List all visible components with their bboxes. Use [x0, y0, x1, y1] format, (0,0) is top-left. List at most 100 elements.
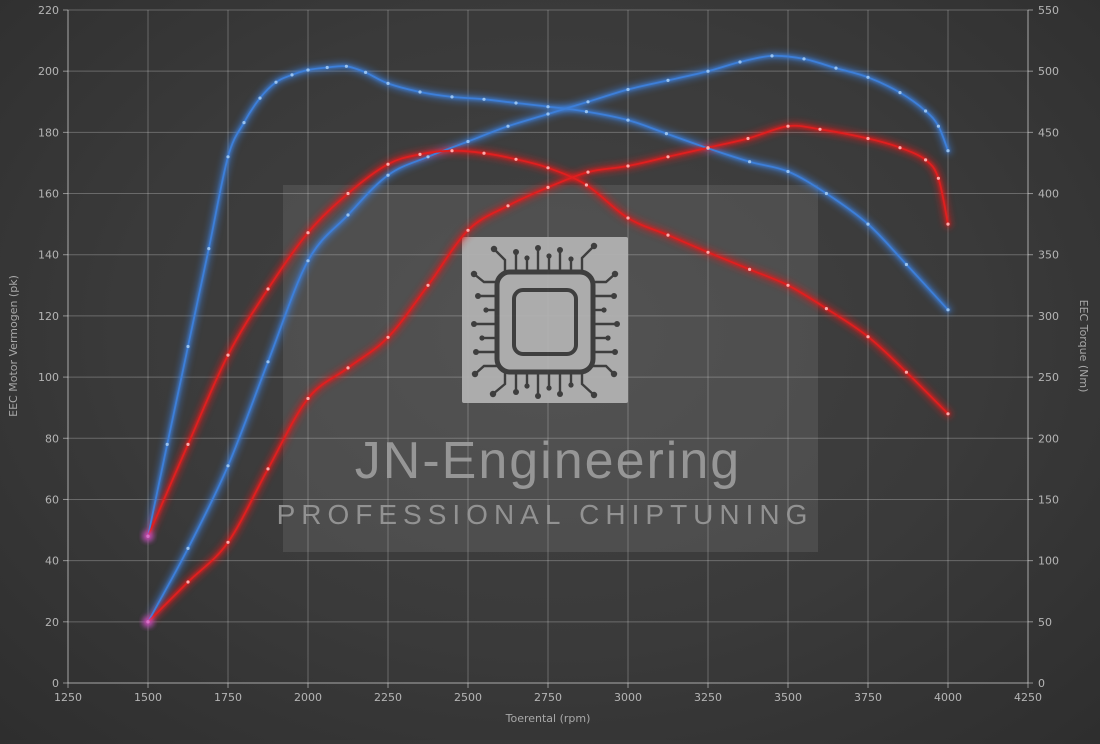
data-point-marker [290, 73, 294, 77]
data-point-marker [266, 360, 270, 364]
data-point-marker [866, 222, 870, 226]
data-point-marker [466, 228, 470, 232]
data-point-marker [786, 283, 790, 287]
data-point-marker [506, 124, 510, 128]
x-tick-label: 3250 [694, 691, 722, 704]
axes: 1250 1500 1750 2000 2250 2500 2750 3000 3250 3500… [38, 4, 1059, 704]
data-point-marker [770, 54, 774, 58]
data-point-marker [482, 151, 486, 155]
data-point-marker [258, 96, 262, 100]
data-point-marker [898, 91, 902, 95]
data-point-marker [186, 442, 190, 446]
data-point-marker [666, 155, 670, 159]
data-point-marker [626, 118, 630, 122]
data-point-marker [706, 250, 710, 254]
y-right-tick-label: 0 [1038, 677, 1045, 690]
data-point-marker [386, 335, 390, 339]
data-point-marker [165, 442, 169, 446]
data-point-marker [266, 287, 270, 291]
y-right-tick-label: 50 [1038, 616, 1052, 629]
data-point-marker [226, 155, 230, 159]
watermark-brand: JN-Engineering [355, 432, 741, 490]
y-left-tick-label: 180 [38, 126, 59, 139]
data-point-marker [346, 213, 350, 217]
y-left-tick-label: 220 [38, 4, 59, 17]
x-tick-label: 1250 [54, 691, 82, 704]
y-right-tick-label: 450 [1038, 126, 1059, 139]
y-right-axis-title: EEC Torque (Nm) [1077, 300, 1090, 393]
data-point-marker [346, 366, 350, 370]
data-point-marker [746, 136, 750, 141]
data-point-marker [426, 283, 430, 287]
data-point-marker [274, 80, 278, 84]
data-point-marker [186, 580, 190, 584]
data-point-marker [946, 308, 950, 312]
data-point-marker [306, 396, 310, 401]
x-axis-title: Toerental (rpm) [505, 712, 591, 725]
data-point-marker [306, 231, 310, 235]
data-point-marker [626, 164, 630, 168]
data-point-marker [866, 136, 870, 141]
data-point-marker [946, 412, 950, 416]
data-point-marker [824, 191, 829, 196]
curve-torque-blue [147, 65, 949, 538]
data-point-marker [386, 162, 390, 166]
data-point-marker [418, 90, 422, 94]
y-left-tick-label: 60 [45, 493, 59, 506]
data-point-marker [666, 233, 670, 237]
data-point-marker [546, 185, 550, 189]
y-right-tick-label: 250 [1038, 371, 1059, 384]
watermark-tagline: PROFESSIONAL CHIPTUNING [277, 499, 814, 530]
data-point-marker [738, 60, 742, 64]
data-point-marker [306, 259, 310, 263]
data-point-marker [626, 216, 630, 220]
data-point-marker [936, 176, 941, 180]
curve-markers [143, 54, 950, 627]
data-point-marker [946, 222, 950, 226]
data-point-marker [904, 370, 909, 374]
data-point-marker [482, 97, 486, 101]
x-tick-label: 4000 [934, 691, 962, 704]
data-point-marker [466, 139, 470, 144]
data-point-marker [186, 546, 190, 551]
y-left-tick-label: 20 [45, 616, 59, 629]
y-right-tick-label: 200 [1038, 432, 1059, 445]
data-point-marker [546, 112, 550, 116]
data-point-marker [866, 335, 870, 339]
data-point-marker [706, 146, 710, 150]
data-point-marker [664, 132, 669, 136]
data-point-marker [748, 160, 752, 164]
y-left-tick-label: 120 [38, 310, 59, 323]
data-point-marker [824, 307, 829, 311]
data-point-marker [207, 247, 211, 251]
data-point-marker [626, 87, 630, 92]
data-point-marker [242, 121, 246, 125]
data-point-marker [904, 262, 909, 267]
data-point-marker [325, 65, 329, 70]
data-point-marker [514, 157, 518, 161]
data-point-marker [226, 540, 230, 544]
x-tick-label: 4250 [1014, 691, 1042, 704]
data-point-marker [786, 124, 790, 128]
curve-power-red [147, 124, 949, 623]
data-point-marker [506, 204, 510, 208]
x-tick-label: 2000 [294, 691, 322, 704]
data-point-marker [946, 149, 950, 153]
x-tick-label: 3750 [854, 691, 882, 704]
y-left-tick-label: 0 [52, 677, 59, 690]
data-point-marker [666, 78, 670, 82]
data-point-marker [186, 344, 190, 349]
y-left-axis-title: EEC Motor Vermogen (pk) [7, 275, 20, 417]
y-right-tick-label: 150 [1038, 493, 1059, 506]
y-left-tick-label: 80 [45, 432, 59, 445]
data-point-marker [584, 183, 589, 187]
y-left-tick-label: 40 [45, 555, 59, 568]
start-overlap-glow-dot [143, 531, 153, 542]
data-point-marker [546, 166, 550, 170]
data-point-marker [418, 152, 422, 156]
data-point-marker [586, 100, 590, 104]
data-point-marker [834, 66, 838, 70]
x-tick-label: 1750 [214, 691, 242, 704]
y-right-tick-label: 400 [1038, 188, 1059, 201]
data-point-marker [226, 464, 230, 468]
